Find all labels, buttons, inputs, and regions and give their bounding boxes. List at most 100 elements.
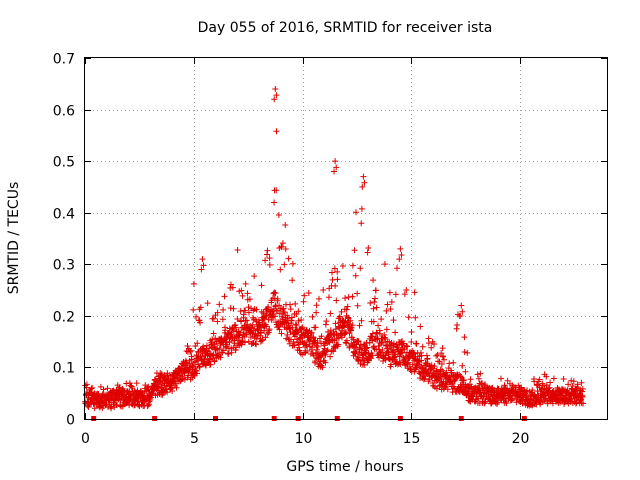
data-point bbox=[569, 383, 576, 390]
data-point bbox=[503, 400, 510, 407]
data-points-layer bbox=[82, 85, 587, 412]
data-point bbox=[539, 382, 546, 389]
x-tick-label: 5 bbox=[190, 431, 199, 447]
data-point bbox=[207, 361, 214, 368]
data-point bbox=[164, 389, 171, 396]
data-point bbox=[210, 315, 217, 322]
y-tick-label: 0.5 bbox=[53, 155, 75, 171]
data-point bbox=[401, 291, 408, 298]
data-point bbox=[428, 344, 435, 351]
data-point bbox=[425, 340, 432, 347]
data-point bbox=[217, 354, 224, 361]
data-point bbox=[372, 287, 379, 294]
data-point bbox=[431, 340, 438, 347]
data-point bbox=[394, 265, 401, 272]
data-point bbox=[371, 299, 378, 306]
data-point bbox=[375, 322, 382, 329]
data-point bbox=[346, 321, 353, 328]
data-point bbox=[390, 340, 397, 347]
data-point bbox=[295, 308, 302, 315]
data-point bbox=[481, 399, 488, 406]
data-point bbox=[220, 306, 227, 313]
data-point bbox=[439, 367, 446, 374]
data-point bbox=[510, 395, 517, 402]
data-point bbox=[344, 303, 351, 310]
data-point bbox=[539, 399, 546, 406]
data-point bbox=[392, 291, 399, 298]
data-point bbox=[313, 309, 320, 316]
data-point bbox=[529, 402, 536, 409]
data-point bbox=[230, 305, 237, 312]
data-point bbox=[383, 326, 390, 333]
data-point bbox=[333, 164, 340, 171]
data-point bbox=[268, 314, 275, 321]
data-point bbox=[305, 289, 312, 296]
data-point bbox=[244, 290, 251, 297]
data-point bbox=[354, 290, 361, 297]
data-point bbox=[272, 290, 279, 297]
data-point bbox=[304, 348, 311, 355]
data-point bbox=[276, 326, 283, 333]
data-point bbox=[358, 205, 365, 212]
data-point bbox=[370, 305, 377, 312]
data-point bbox=[245, 309, 252, 316]
data-point bbox=[363, 345, 370, 352]
data-point bbox=[405, 359, 412, 366]
data-point bbox=[579, 393, 586, 400]
data-point bbox=[242, 317, 249, 324]
data-point bbox=[565, 381, 572, 388]
data-point bbox=[459, 362, 466, 369]
data-point bbox=[258, 282, 265, 289]
data-point bbox=[275, 212, 282, 219]
data-point bbox=[461, 334, 468, 341]
data-point bbox=[278, 330, 285, 337]
data-point bbox=[342, 295, 349, 302]
data-point bbox=[332, 158, 339, 165]
data-point bbox=[239, 292, 246, 299]
data-gap-marker bbox=[152, 416, 158, 421]
data-point bbox=[242, 307, 249, 314]
data-point bbox=[259, 336, 266, 343]
data-point bbox=[264, 247, 271, 254]
data-point bbox=[287, 301, 294, 308]
data-point bbox=[229, 284, 236, 291]
data-point bbox=[197, 319, 204, 326]
data-point bbox=[461, 349, 468, 356]
data-point bbox=[396, 256, 403, 263]
data-point bbox=[291, 342, 298, 349]
data-point bbox=[263, 323, 270, 330]
x-tick-label: 10 bbox=[295, 431, 313, 447]
data-point bbox=[570, 378, 577, 385]
data-point bbox=[293, 336, 300, 343]
data-point bbox=[509, 382, 516, 389]
data-point bbox=[322, 359, 329, 366]
data-point bbox=[364, 249, 371, 256]
x-tick-labels: 0 5 10 15 20 bbox=[81, 431, 529, 447]
data-point bbox=[232, 324, 239, 331]
data-point bbox=[370, 318, 377, 325]
data-point bbox=[288, 314, 295, 321]
data-point bbox=[352, 344, 359, 351]
data-point bbox=[242, 280, 249, 287]
data-point bbox=[296, 347, 303, 354]
data-point bbox=[277, 266, 284, 273]
data-point bbox=[427, 364, 434, 371]
data-point bbox=[422, 367, 429, 374]
data-point bbox=[314, 343, 321, 350]
data-point bbox=[361, 179, 368, 186]
data-point bbox=[493, 400, 500, 407]
data-point bbox=[325, 294, 332, 301]
y-tick-label: 0.6 bbox=[53, 104, 75, 120]
data-gap-marker bbox=[397, 416, 403, 421]
data-point bbox=[392, 329, 399, 336]
data-point bbox=[362, 351, 369, 358]
data-point bbox=[446, 360, 453, 367]
data-point bbox=[120, 387, 127, 394]
data-point bbox=[200, 262, 207, 269]
data-point bbox=[379, 339, 386, 346]
data-point bbox=[371, 295, 378, 302]
data-point bbox=[266, 326, 273, 333]
data-point bbox=[273, 128, 280, 135]
data-point bbox=[232, 321, 239, 328]
data-point bbox=[312, 358, 319, 365]
